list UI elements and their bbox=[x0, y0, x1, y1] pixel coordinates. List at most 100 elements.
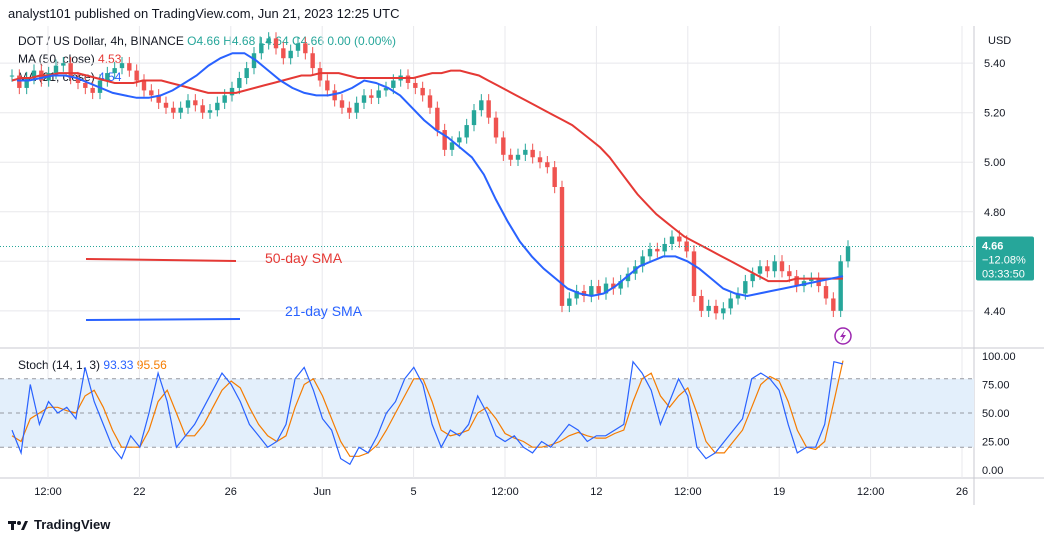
candle-body[interactable] bbox=[750, 273, 755, 282]
candle-body[interactable] bbox=[200, 105, 205, 113]
candles[interactable] bbox=[9, 32, 851, 320]
candle-body[interactable] bbox=[134, 70, 139, 81]
candle-body[interactable] bbox=[259, 43, 264, 54]
ma21-line[interactable] bbox=[17, 52, 844, 298]
candle-body[interactable] bbox=[171, 107, 176, 113]
candle-body[interactable] bbox=[9, 75, 15, 77]
time-axis[interactable]: 12:00 22 26 Jun 5 12:00 12 12:00 19 12:00 26 bbox=[34, 486, 968, 498]
candle-body[interactable] bbox=[655, 248, 660, 252]
ma50-line[interactable] bbox=[11, 69, 843, 283]
candle-body[interactable] bbox=[574, 291, 579, 299]
candle-body[interactable] bbox=[735, 293, 741, 299]
candle-body[interactable] bbox=[185, 100, 191, 108]
candle-body[interactable] bbox=[596, 286, 601, 294]
candle-body[interactable] bbox=[251, 53, 257, 69]
candle-body[interactable] bbox=[383, 87, 389, 91]
candle-body[interactable] bbox=[567, 298, 572, 306]
candle-body[interactable] bbox=[281, 48, 286, 59]
candle-body[interactable] bbox=[743, 281, 748, 294]
candle-body[interactable] bbox=[662, 243, 667, 252]
candle-body[interactable] bbox=[728, 298, 733, 309]
candle-body[interactable] bbox=[779, 261, 785, 272]
candle-body[interactable] bbox=[449, 142, 455, 150]
candle-body[interactable] bbox=[420, 87, 425, 96]
candle-body[interactable] bbox=[83, 82, 88, 88]
candle-body[interactable] bbox=[831, 298, 836, 311]
candle-body[interactable] bbox=[464, 125, 469, 138]
candle-body[interactable] bbox=[310, 53, 315, 69]
candle-body[interactable] bbox=[332, 90, 337, 101]
candle-body[interactable] bbox=[787, 271, 792, 277]
candle-body[interactable] bbox=[479, 100, 484, 111]
candle-body[interactable] bbox=[721, 308, 726, 314]
candle-body[interactable] bbox=[90, 87, 95, 93]
candle-body[interactable] bbox=[354, 102, 359, 113]
candle-body[interactable] bbox=[501, 137, 506, 155]
candle-body[interactable] bbox=[266, 38, 271, 44]
candle-body[interactable] bbox=[207, 110, 213, 113]
candle-body[interactable] bbox=[684, 241, 689, 252]
candle-body[interactable] bbox=[530, 149, 535, 158]
candle-body[interactable] bbox=[545, 162, 550, 168]
candle-body[interactable] bbox=[772, 261, 777, 272]
candle-body[interactable] bbox=[105, 73, 110, 81]
candle-body[interactable] bbox=[757, 266, 763, 274]
candle-body[interactable] bbox=[178, 107, 183, 113]
candle-body[interactable] bbox=[376, 90, 381, 98]
lightning-icon[interactable] bbox=[834, 327, 852, 345]
candle-body[interactable] bbox=[127, 63, 132, 71]
candle-body[interactable] bbox=[215, 102, 220, 111]
stoch-axis[interactable]: 100.00 75.00 50.00 25.00 0.00 bbox=[982, 351, 1016, 477]
candle-body[interactable] bbox=[618, 281, 623, 289]
candle-body[interactable] bbox=[193, 100, 198, 106]
candle-body[interactable] bbox=[303, 43, 308, 54]
candle-body[interactable] bbox=[237, 78, 242, 88]
candle-body[interactable] bbox=[413, 82, 418, 88]
candle-body[interactable] bbox=[149, 90, 154, 96]
candle-body[interactable] bbox=[31, 70, 37, 79]
candle-body[interactable] bbox=[61, 63, 66, 66]
candle-body[interactable] bbox=[112, 68, 117, 74]
candle-body[interactable] bbox=[625, 273, 631, 282]
candle-body[interactable] bbox=[391, 80, 396, 88]
candle-body[interactable] bbox=[713, 305, 719, 314]
candle-body[interactable] bbox=[369, 95, 374, 98]
candle-body[interactable] bbox=[845, 246, 851, 262]
candle-body[interactable] bbox=[229, 87, 235, 96]
candle-body[interactable] bbox=[809, 278, 814, 282]
candle-body[interactable] bbox=[486, 100, 491, 118]
candle-body[interactable] bbox=[699, 295, 704, 311]
candle-body[interactable] bbox=[669, 236, 675, 244]
tradingview-logo[interactable]: TradingView bbox=[8, 517, 110, 532]
candle-body[interactable] bbox=[691, 251, 697, 296]
candle-body[interactable] bbox=[493, 117, 499, 138]
candle-body[interactable] bbox=[427, 95, 433, 108]
candle-body[interactable] bbox=[273, 38, 279, 49]
candle-body[interactable] bbox=[816, 278, 821, 287]
candle-body[interactable] bbox=[515, 154, 521, 160]
candle-body[interactable] bbox=[537, 157, 543, 163]
candle-body[interactable] bbox=[603, 283, 609, 294]
candle-body[interactable] bbox=[75, 78, 81, 83]
candle-body[interactable] bbox=[295, 43, 301, 51]
candle-body[interactable] bbox=[611, 283, 616, 289]
candle-body[interactable] bbox=[405, 75, 411, 83]
candle-body[interactable] bbox=[838, 261, 843, 311]
candle-body[interactable] bbox=[339, 100, 345, 108]
candle-body[interactable] bbox=[244, 68, 249, 79]
candle-body[interactable] bbox=[141, 80, 147, 91]
stoch-d-line[interactable] bbox=[11, 360, 844, 457]
candle-body[interactable] bbox=[435, 107, 440, 131]
candle-body[interactable] bbox=[823, 286, 829, 299]
candle-body[interactable] bbox=[347, 107, 352, 113]
stoch-lines[interactable] bbox=[11, 360, 844, 466]
candle-body[interactable] bbox=[765, 266, 770, 272]
candle-body[interactable] bbox=[68, 63, 73, 79]
candle-body[interactable] bbox=[361, 95, 367, 103]
stoch-legend[interactable]: Stoch (14, 1, 3) 93.33 95.56 bbox=[18, 358, 167, 372]
candle-body[interactable] bbox=[677, 236, 682, 242]
candle-body[interactable] bbox=[119, 63, 125, 69]
candle-body[interactable] bbox=[163, 102, 169, 108]
candle-body[interactable] bbox=[317, 68, 323, 81]
